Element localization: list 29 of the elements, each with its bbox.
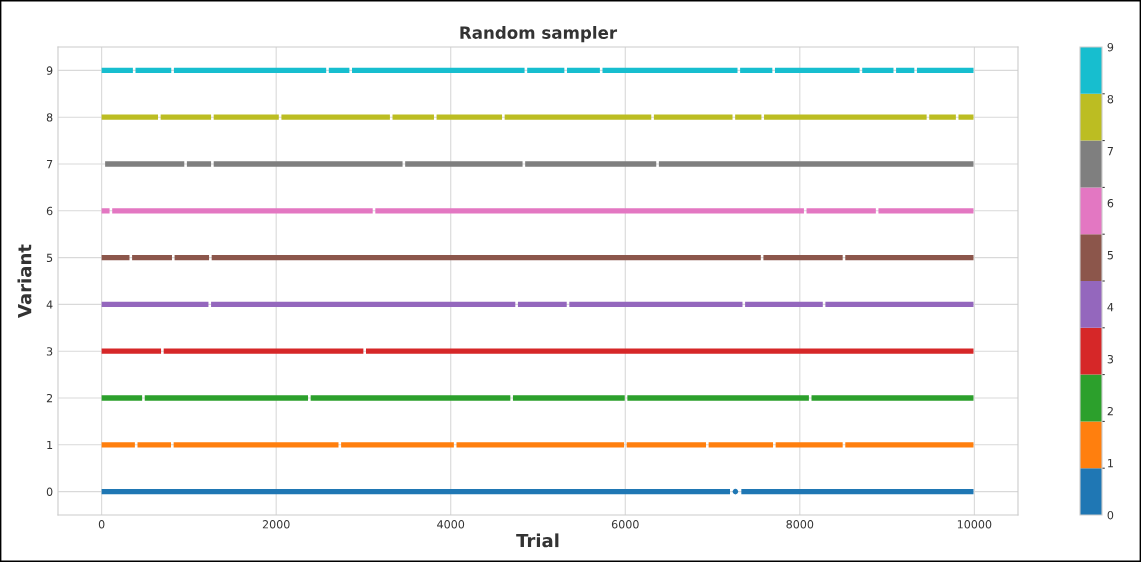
y-tick-label: 9 <box>46 66 53 75</box>
y-tick-label: 6 <box>46 206 53 216</box>
y-tick-label: 5 <box>46 253 53 262</box>
x-tick-label: 10000 <box>957 520 992 529</box>
x-tick-label: 8000 <box>786 520 814 529</box>
y-tick-label: 0 <box>46 487 53 496</box>
color-bar-label: 1 <box>1108 459 1113 468</box>
color-bar-label: 9 <box>1107 42 1114 52</box>
color-bar-label: 3 <box>1107 354 1114 364</box>
x-tick-label: 0 <box>98 520 105 529</box>
chart-title: Random sampler <box>460 26 618 43</box>
y-tick-label: 4 <box>46 300 53 309</box>
x-axis-title: Trial <box>516 533 559 548</box>
y-axis-title: Variant <box>17 244 32 318</box>
y-tick-label: 7 <box>46 160 53 169</box>
color-bar-label: 6 <box>1107 198 1114 208</box>
y-tick-label: 2 <box>46 393 53 403</box>
x-tick-label: 4000 <box>437 520 465 529</box>
y-tick-label: 8 <box>46 113 53 122</box>
color-bar-label: 4 <box>1107 303 1114 312</box>
x-tick-label: 2000 <box>262 520 290 529</box>
y-tick-label: 3 <box>46 347 53 356</box>
color-bar-label: 2 <box>1107 406 1113 416</box>
color-bar-label: 8 <box>1107 94 1114 104</box>
color-bar-label: 0 <box>1107 510 1114 520</box>
x-tick-label: 6000 <box>611 520 639 529</box>
y-tick-label: 1 <box>47 440 53 450</box>
color-bar-label: 7 <box>1107 147 1113 156</box>
color-bar-label: 5 <box>1107 251 1113 260</box>
